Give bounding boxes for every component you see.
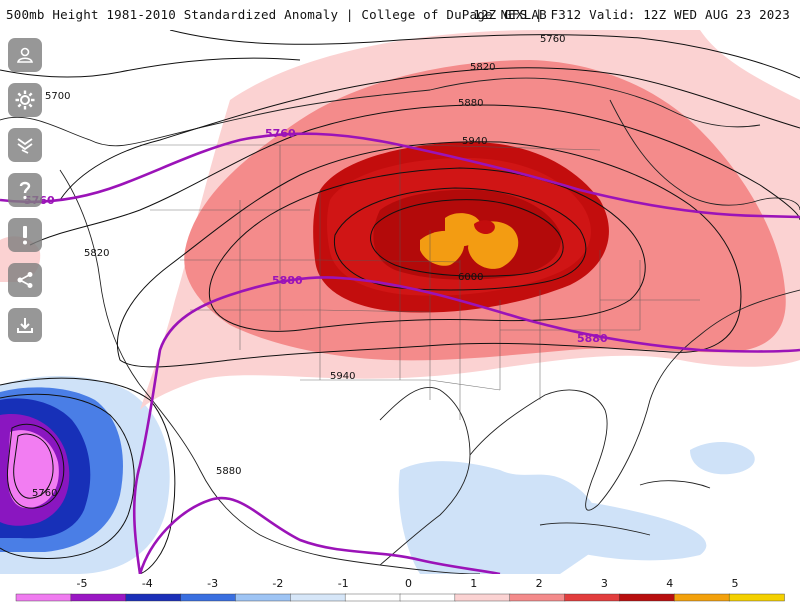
legend-swatch	[15, 593, 72, 602]
map-toolbar	[8, 38, 42, 353]
legend-swatch	[344, 593, 401, 602]
legend-swatch	[454, 593, 511, 602]
contour-label: 5880	[458, 98, 483, 109]
legend-swatch	[180, 593, 237, 602]
legend-swatch	[235, 593, 291, 602]
weather-map[interactable]: 5760 5820 5700 5880 5940 6000 5820 5940 …	[0, 30, 800, 574]
legend-swatch	[619, 593, 675, 602]
settings-button[interactable]	[8, 83, 42, 117]
climatology-contours	[0, 132, 800, 574]
legend-swatch	[564, 593, 621, 602]
climatology-label: 5760	[265, 127, 296, 140]
coastlines	[0, 77, 800, 574]
contour-label: 5760	[32, 488, 57, 499]
climatology-label: 5880	[272, 274, 303, 287]
legend-tick-label: -2	[272, 577, 283, 590]
legend-tick-label: -1	[338, 577, 349, 590]
atlantic-negative-anomaly	[690, 441, 755, 475]
contour-label: 5820	[84, 248, 109, 259]
contour-label: 5880	[216, 466, 241, 477]
layers-button[interactable]	[8, 128, 42, 162]
map-title: 500mb Height 1981-2010 Standardized Anom…	[6, 7, 547, 22]
legend-swatch	[674, 593, 730, 602]
gear-icon	[15, 90, 35, 110]
user-button[interactable]	[8, 38, 42, 72]
share-icon	[17, 272, 33, 288]
state-borders	[140, 144, 700, 420]
legend-swatch	[728, 593, 785, 602]
caribbean-negative-anomaly	[517, 498, 707, 561]
color-legend: -5 -4 -3 -2 -1 0 1 2 3 4 5	[0, 574, 800, 603]
help-icon	[19, 181, 31, 200]
share-button[interactable]	[8, 263, 42, 297]
legend-svg: -5 -4 -3 -2 -1 0 1 2 3 4 5	[15, 577, 785, 602]
legend-tick-label: -3	[207, 577, 218, 590]
legend-tick-label: 1	[470, 577, 477, 590]
legend-tick-label: 4	[666, 577, 673, 590]
map-header: 500mb Height 1981-2010 Standardized Anom…	[0, 0, 800, 31]
contour-label: 5820	[470, 62, 495, 73]
legend-swatch	[290, 593, 346, 602]
user-icon	[17, 47, 33, 63]
legend-tick-label: -5	[77, 577, 88, 590]
legend-swatch	[399, 593, 456, 602]
height-contours	[0, 30, 800, 574]
gulf-negative-anomaly	[398, 461, 601, 574]
contour-labels: 5760 5820 5700 5880 5940 6000 5820 5940 …	[24, 34, 608, 499]
contour-label: 5940	[330, 371, 355, 382]
contour-label: 5940	[462, 136, 487, 147]
contour-label: 5700	[45, 91, 70, 102]
model-run-label: 12Z GFS | F312 Valid: 12Z WED AUG 23 202…	[473, 7, 790, 22]
negative-anomaly-region	[0, 375, 170, 574]
alert-icon	[23, 226, 27, 245]
map-svg: 5760 5820 5700 5880 5940 6000 5820 5940 …	[0, 30, 800, 574]
legend-tick-label: 0	[405, 577, 412, 590]
legend-tick-label: -4	[142, 577, 153, 590]
legend-tick-label: 5	[732, 577, 739, 590]
legend-tick-label: 2	[536, 577, 543, 590]
legend-swatch	[70, 593, 127, 602]
contour-label: 6000	[458, 272, 483, 283]
download-button[interactable]	[8, 308, 42, 342]
contour-label: 5760	[540, 34, 565, 45]
climatology-label: 5880	[577, 332, 608, 345]
download-icon	[17, 318, 33, 333]
layers-icon	[17, 138, 33, 154]
alert-button[interactable]	[8, 218, 42, 252]
legend-tick-label: 3	[601, 577, 608, 590]
legend-swatch	[125, 593, 182, 602]
help-button[interactable]	[8, 173, 42, 207]
legend-swatch	[509, 593, 566, 602]
